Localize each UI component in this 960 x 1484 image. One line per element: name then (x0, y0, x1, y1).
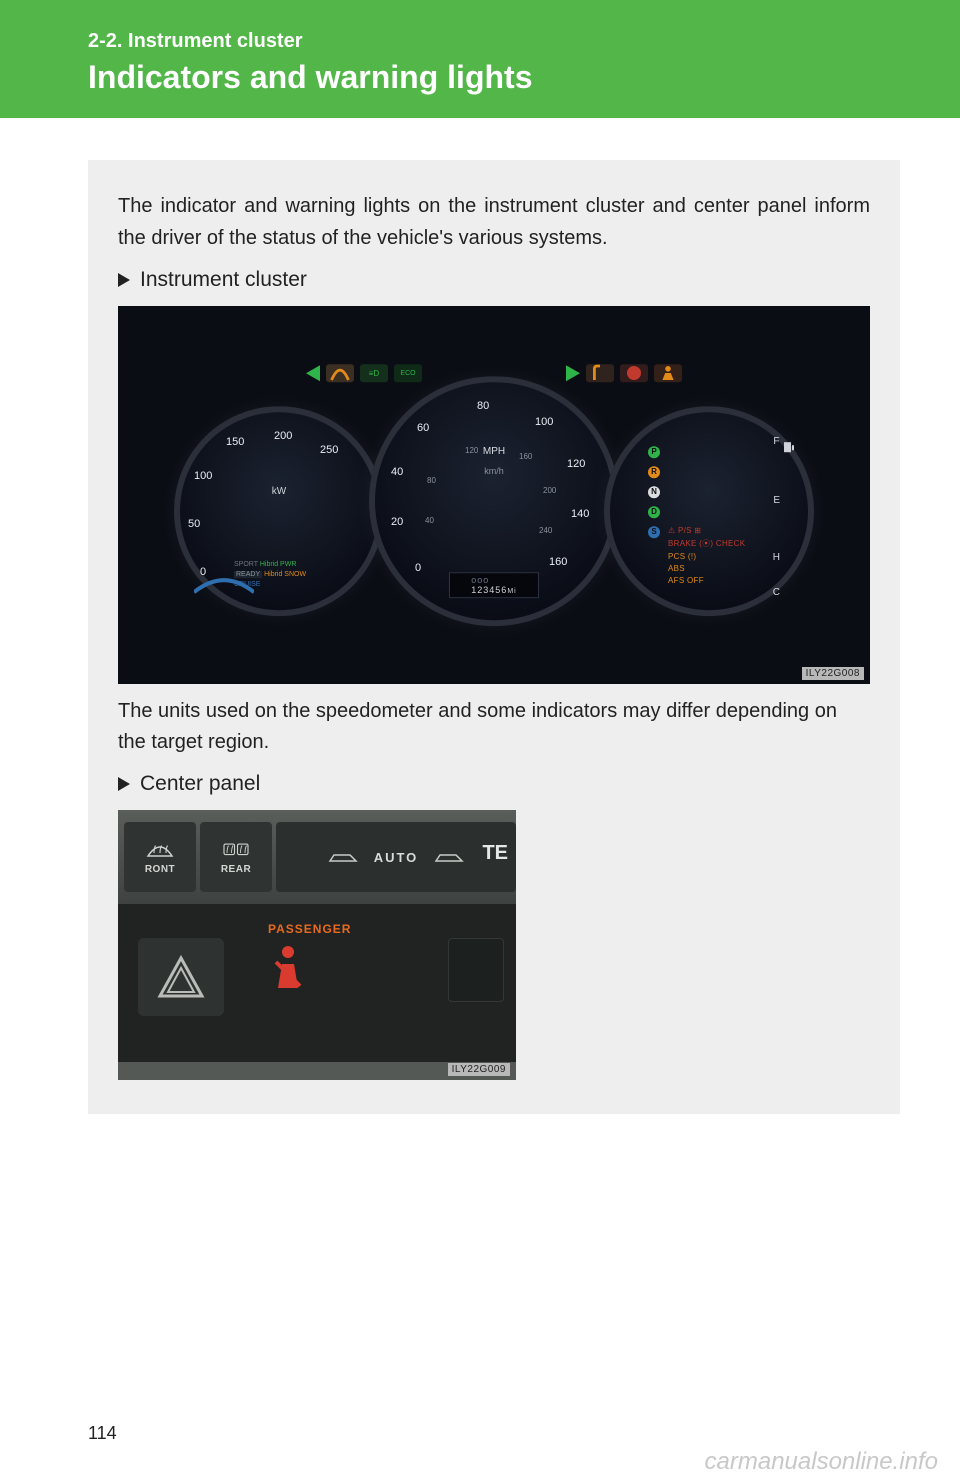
intro-text: The indicator and warning lights on the … (118, 190, 870, 254)
tick-inner: 160 (519, 452, 532, 461)
defrost-rear-icon (221, 840, 251, 860)
turn-right-icon (566, 365, 580, 381)
warn-row: BRAKE (⦿) CHECK (668, 538, 745, 549)
tick: 60 (417, 422, 429, 434)
figure-code: ILY22G009 (448, 1063, 510, 1076)
gear-column: P R N D S (648, 446, 660, 538)
mode-indicators: SPORT Hibrid PWR READY Hibrid SNOW CRUIS… (234, 561, 306, 588)
watermark: carmanualsonline.info (705, 1448, 938, 1476)
mode-row: CRUISE (234, 581, 306, 588)
odometer: ooo 123456Mi (449, 572, 539, 598)
slip-icon (326, 364, 354, 382)
fuel-full: F (773, 436, 780, 447)
warn-row: ⚠ P/S ⊞ (668, 526, 745, 535)
gear-n: N (648, 486, 660, 498)
gauge-cluster: ≡D ECO kW 0 50 100 1 (164, 346, 824, 656)
tick-inner: 200 (543, 486, 556, 495)
speed-unit-kmh: km/h (484, 466, 504, 476)
auto-climate-button: AUTO (276, 822, 516, 892)
page-number: 114 (88, 1423, 117, 1444)
subheading-center-panel: Center panel (118, 772, 870, 796)
tick: 0 (415, 562, 421, 574)
hazard-icon (156, 954, 206, 1000)
fog-icon: ≡D (360, 364, 388, 382)
center-panel-top-row: RONT REAR AUTO (118, 810, 516, 904)
tick-inner: 80 (427, 476, 436, 485)
temp-label-partial: TE (482, 842, 508, 865)
tick: 140 (571, 508, 589, 520)
turn-left-icon (306, 365, 320, 381)
hazard-button (138, 938, 224, 1016)
temp-cold: C (773, 587, 780, 598)
car-recirculate-icon (326, 849, 360, 865)
defrost-rear-label: REAR (221, 864, 251, 875)
auto-label: AUTO (374, 850, 419, 865)
tick-inner: 240 (539, 526, 552, 535)
section-label: 2-2. Instrument cluster (88, 30, 960, 53)
seatbelt-icon (654, 364, 682, 382)
tick: 100 (194, 470, 212, 482)
tick: 250 (320, 444, 338, 456)
car-fresh-icon (432, 849, 466, 865)
gear-d: D (648, 506, 660, 518)
tick: 200 (274, 430, 292, 442)
odometer-value: ooo 123456Mi (471, 575, 516, 595)
tick: 40 (391, 466, 403, 478)
subheading-instrument-cluster: Instrument cluster (118, 268, 870, 292)
seatbelt-warning-icon (268, 944, 308, 992)
defrost-rear-button: REAR (200, 822, 272, 892)
power-gauge: kW 0 50 100 150 200 250 SPORT Hibrid PWR… (174, 406, 384, 616)
top-indicators-right (564, 356, 684, 390)
page-title: Indicators and warning lights (88, 59, 960, 96)
tick: 80 (477, 400, 489, 412)
warn-row: ABS (668, 564, 745, 573)
fuel-icon (782, 440, 796, 454)
tick-inner: 40 (425, 516, 434, 525)
airbag-icon (620, 364, 648, 382)
tick: 160 (549, 556, 567, 568)
fuel-scale: F E (773, 436, 780, 506)
tick-inner: 120 (465, 446, 478, 455)
figure-caption: The units used on the speedometer and so… (118, 696, 870, 758)
speedometer-gauge: MPH km/h 0 20 40 60 80 100 120 140 160 4… (369, 376, 619, 626)
blank-button (448, 938, 504, 1002)
page-header: 2-2. Instrument cluster Indicators and w… (0, 0, 960, 118)
figure-center-panel: RONT REAR AUTO TE PASSENGER (118, 810, 516, 1080)
tick: 50 (188, 518, 200, 530)
figure-instrument-cluster: ≡D ECO kW 0 50 100 1 (118, 306, 870, 684)
defrost-front-label: RONT (145, 864, 175, 875)
warn-row: PCS (!) (668, 552, 745, 561)
tick: 20 (391, 516, 403, 528)
warn-row: AFS OFF (668, 576, 745, 585)
subheading-1-label: Instrument cluster (140, 268, 307, 292)
speed-unit-mph: MPH (483, 446, 505, 457)
temp-hot: H (773, 552, 780, 563)
temp-scale: H C (773, 552, 780, 598)
passenger-indicator: PASSENGER (268, 922, 351, 997)
passenger-label: PASSENGER (268, 922, 351, 936)
subheading-2-label: Center panel (140, 772, 260, 796)
gear-p: P (648, 446, 660, 458)
defrost-front-icon (145, 840, 175, 860)
triangle-icon (118, 777, 130, 791)
mode-row: SPORT Hibrid PWR (234, 561, 306, 568)
figure-code: ILY22G008 (802, 667, 864, 680)
tick: 150 (226, 436, 244, 448)
eco-icon: ECO (394, 364, 422, 382)
gear-r: R (648, 466, 660, 478)
gear-s: S (648, 526, 660, 538)
warning-column: ⚠ P/S ⊞ BRAKE (⦿) CHECK PCS (!) ABS AFS … (668, 526, 745, 585)
top-indicators-left: ≡D ECO (304, 356, 424, 390)
tick: 120 (567, 458, 585, 470)
seat-heat-icon (586, 364, 614, 382)
center-panel-body: PASSENGER (118, 904, 516, 1062)
tick: 100 (535, 416, 553, 428)
triangle-icon (118, 273, 130, 287)
mode-row: READY Hibrid SNOW (234, 571, 306, 578)
power-unit: kW (272, 486, 286, 497)
status-gauge: P R N D S ⚠ P/S ⊞ BRAKE (⦿) CHECK PCS (!… (604, 406, 814, 616)
defrost-front-button: RONT (124, 822, 196, 892)
fuel-empty: E (773, 495, 780, 506)
content-box: The indicator and warning lights on the … (88, 160, 900, 1114)
